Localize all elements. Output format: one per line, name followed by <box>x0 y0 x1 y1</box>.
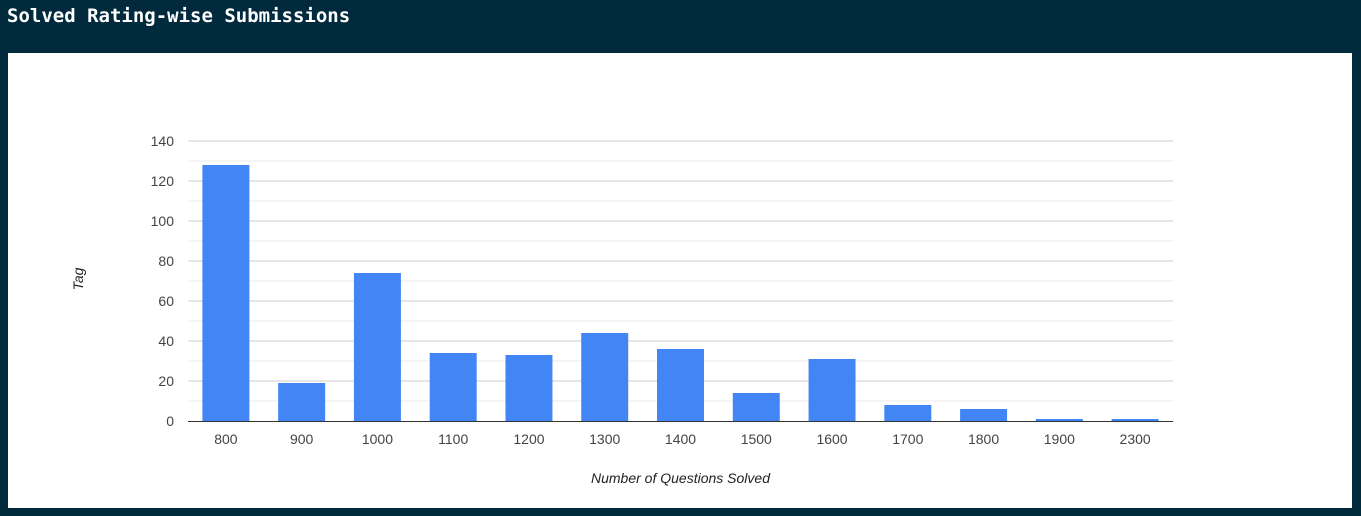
y-tick-label: 120 <box>151 173 175 189</box>
bar-1100 <box>429 353 477 421</box>
x-tick-label: 1000 <box>362 431 393 447</box>
x-tick-label: 1400 <box>665 431 696 447</box>
bar-1700 <box>884 405 932 421</box>
y-tick-label: 140 <box>151 133 175 149</box>
x-tick-label: 1700 <box>892 431 923 447</box>
y-tick-labels: 0 20 40 60 80 100 120 140 <box>151 133 175 429</box>
bar-1500 <box>732 393 780 421</box>
x-axis-title: Number of Questions Solved <box>591 470 771 486</box>
page-title: Solved Rating-wise Submissions <box>7 5 351 27</box>
y-tick-label: 0 <box>166 413 174 429</box>
bar-2300 <box>1111 419 1159 421</box>
x-tick-label: 800 <box>214 431 238 447</box>
x-tick-label: 1300 <box>589 431 620 447</box>
grid-lines <box>188 140 1173 402</box>
y-axis-title: Tag <box>70 267 86 290</box>
y-tick-label: 60 <box>158 293 174 309</box>
bar-1800 <box>960 409 1008 421</box>
bar-1400 <box>657 349 704 421</box>
bars <box>202 165 1159 421</box>
x-tick-label: 1800 <box>968 431 999 447</box>
x-tick-label: 1600 <box>816 431 847 447</box>
y-tick-label: 100 <box>151 213 175 229</box>
bar-1300 <box>581 333 629 421</box>
x-tick-label: 900 <box>290 431 314 447</box>
x-tick-label: 2300 <box>1120 431 1151 447</box>
bar-1600 <box>808 359 856 421</box>
x-tick-labels: 800 900 1000 1100 1200 1300 1400 1500 1600 1700 18… <box>214 431 1151 447</box>
bar-1000 <box>353 273 401 421</box>
bar-900 <box>278 383 326 421</box>
bar-800 <box>202 165 250 421</box>
y-tick-label: 40 <box>158 333 174 349</box>
x-tick-label: 1200 <box>513 431 544 447</box>
y-tick-label: 20 <box>158 373 174 389</box>
x-tick-label: 1100 <box>438 431 468 447</box>
bar-1900 <box>1035 419 1083 421</box>
chart-panel: 0 20 40 60 80 100 120 140 800 900 1000 1100 1200 130… <box>8 53 1352 508</box>
bar-chart: 0 20 40 60 80 100 120 140 800 900 1000 1100 1200 130… <box>70 133 1173 486</box>
bar-1200 <box>505 355 553 421</box>
x-tick-label: 1900 <box>1044 431 1075 447</box>
y-tick-label: 80 <box>158 253 174 269</box>
x-tick-label: 1500 <box>741 431 772 447</box>
title-bar: Solved Rating-wise Submissions <box>0 0 1361 52</box>
